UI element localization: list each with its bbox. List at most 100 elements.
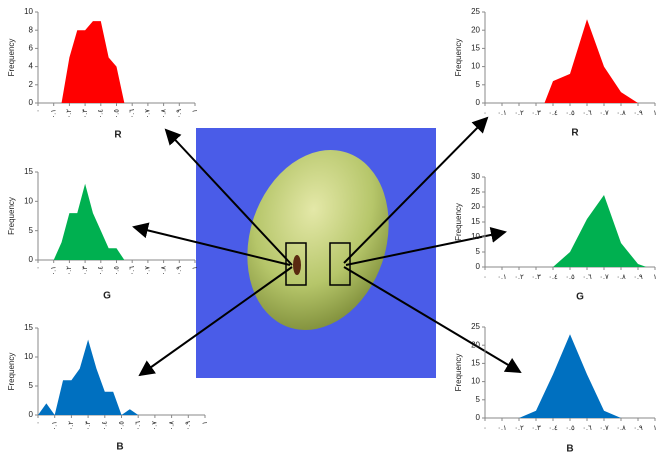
x-tick-label: ٠.٤	[102, 421, 109, 431]
y-tick-label: 25	[471, 7, 480, 16]
x-tick-label: ٠.٤	[548, 110, 558, 117]
y-tick-label: 8	[29, 25, 34, 34]
y-tick-label: 10	[471, 377, 480, 386]
x-tick-label: ٠.١	[497, 110, 506, 117]
y-tick-label: 0	[476, 413, 481, 422]
chart-title: G	[103, 291, 111, 302]
x-tick-label: ٠.٦	[582, 425, 592, 432]
y-tick-label: 0	[29, 98, 34, 107]
x-tick-label: ٠.٢	[514, 110, 524, 117]
y-tick-label: 30	[471, 172, 480, 181]
x-tick-label: ٠.٨	[168, 421, 175, 431]
y-tick-label: 10	[24, 196, 33, 205]
y-tick-label: 15	[471, 217, 480, 226]
y-tick-label: 2	[29, 80, 34, 89]
x-tick-label: ١	[192, 266, 199, 270]
x-tick-label: ٠.٤	[548, 274, 558, 281]
x-tick-label: ٠.٤	[548, 425, 558, 432]
x-tick-label: ٠.٧	[145, 266, 152, 276]
x-tick-label: ٠.٢	[68, 421, 75, 431]
y-tick-label: 25	[471, 187, 480, 196]
chart-title: R	[571, 128, 579, 139]
x-tick-label: ٠.٩	[185, 421, 192, 431]
y-tick-label: 5	[476, 247, 481, 256]
y-tick-label: 15	[471, 359, 480, 368]
x-tick-label: ٠.١	[497, 274, 506, 281]
x-tick-label: ٠.٨	[616, 110, 626, 117]
y-tick-label: 20	[471, 340, 480, 349]
x-tick-label: ٠.٩	[633, 425, 643, 432]
x-tick-label: ٠.٦	[129, 266, 136, 276]
x-tick-label: ٠.٢	[514, 274, 524, 281]
y-tick-label: 10	[471, 232, 480, 241]
x-tick-label: ٠.٥	[565, 110, 575, 117]
chart-title: B	[116, 442, 123, 453]
y-tick-label: 10	[24, 7, 33, 16]
y-tick-label: 15	[471, 44, 480, 53]
y-axis-label: Frequency	[454, 354, 463, 392]
x-tick-label: ٠.٢	[66, 266, 73, 276]
y-axis-label: Frequency	[7, 197, 16, 235]
x-tick-label: ٠.١	[52, 421, 59, 430]
x-tick-label: ٠.٣	[531, 425, 541, 432]
x-tick-label: ٠.٣	[82, 266, 89, 276]
x-tick-label: ٠.٨	[616, 425, 626, 432]
x-tick-label: ٠.٦	[582, 110, 592, 117]
x-tick-label: ١	[653, 274, 657, 281]
y-tick-label: 10	[471, 62, 480, 71]
x-tick-label: ٠.١	[51, 266, 58, 275]
x-tick-label: ٠.٤	[98, 266, 105, 276]
x-tick-label: ٠	[35, 421, 42, 425]
x-tick-label: ٠.٣	[85, 421, 92, 431]
x-tick-label: ٠.٣	[82, 109, 89, 119]
y-tick-label: 10	[24, 352, 33, 361]
x-tick-label: ٠.٥	[118, 421, 125, 431]
y-tick-label: 0	[29, 410, 34, 419]
y-tick-label: 0	[476, 98, 481, 107]
x-tick-label: ٠.٥	[565, 425, 575, 432]
x-tick-label: ٠.٥	[113, 266, 120, 276]
chart-title: R	[114, 130, 122, 141]
x-tick-label: ٠.٣	[531, 110, 541, 117]
y-tick-label: 5	[29, 226, 34, 235]
area	[62, 21, 125, 103]
x-tick-label: ٠.٨	[160, 266, 167, 276]
x-tick-label: ٠.٩	[633, 110, 643, 117]
x-tick-label: ٠.٣	[531, 274, 541, 281]
figure: 0 2 4 6 8 10 ٠ ٠.١ ٠.٢ ٠.٣ ٠.٤ ٠.٥ ٠.٦ ٠.٧ ٠.٨ ٠.٩ ١ R Fre…	[0, 0, 668, 455]
x-tick-label: ٠.٨	[160, 109, 167, 119]
y-tick-label: 15	[24, 167, 33, 176]
x-tick-label: ١	[653, 425, 657, 432]
y-tick-label: 5	[476, 80, 481, 89]
x-tick-label: ٠.٦	[582, 274, 592, 281]
x-tick-label: ٠	[483, 110, 487, 117]
x-tick-label: ٠.٧	[599, 274, 609, 281]
y-tick-label: 4	[29, 62, 34, 71]
y-tick-label: 6	[29, 44, 34, 53]
x-tick-label: ١	[192, 109, 199, 113]
x-tick-label: ٠.٦	[129, 109, 136, 119]
x-tick-label: ٠	[35, 266, 42, 270]
x-tick-label: ٠.٩	[176, 109, 183, 119]
x-tick-label: ٠.٥	[113, 109, 120, 119]
y-tick-label: 20	[471, 25, 480, 34]
x-tick-label: ٠	[483, 274, 487, 281]
x-tick-label: ١	[653, 110, 657, 117]
x-tick-label: ١	[202, 421, 209, 425]
x-tick-label: ٠.٨	[616, 274, 626, 281]
x-tick-label: ٠.٧	[152, 421, 159, 431]
chart-title: G	[576, 292, 584, 303]
y-tick-label: 15	[24, 323, 33, 332]
y-tick-label: 5	[29, 381, 34, 390]
x-tick-label: ٠.٥	[565, 274, 575, 281]
x-tick-label: ٠.٩	[176, 266, 183, 276]
y-tick-label: 25	[471, 322, 480, 331]
y-tick-label: 0	[29, 255, 34, 264]
y-tick-label: 5	[476, 395, 481, 404]
area	[54, 184, 125, 260]
area	[38, 340, 138, 415]
area	[553, 195, 647, 267]
y-tick-label: 0	[476, 262, 481, 271]
x-tick-label: ٠.٤	[98, 109, 105, 119]
area	[545, 19, 639, 103]
